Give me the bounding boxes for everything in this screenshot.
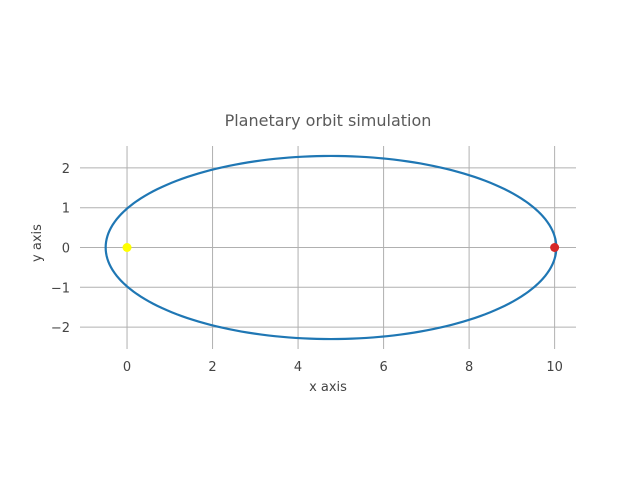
y-tick-label: 2 bbox=[62, 162, 70, 177]
x-tick-label: 8 bbox=[465, 360, 473, 375]
x-axis-label: x axis bbox=[309, 380, 347, 395]
y-ticks: −2 −1 0 1 2 bbox=[51, 162, 70, 336]
x-tick-label: 4 bbox=[294, 360, 302, 375]
x-tick-label: 10 bbox=[546, 360, 563, 375]
y-tick-label: 0 bbox=[62, 242, 70, 257]
x-tick-label: 6 bbox=[379, 360, 387, 375]
y-tick-label: 1 bbox=[62, 202, 70, 217]
x-ticks: 0 2 4 6 8 10 bbox=[123, 360, 563, 375]
x-tick-label: 0 bbox=[123, 360, 131, 375]
x-tick-label: 2 bbox=[208, 360, 216, 375]
orbit-ellipse bbox=[104, 154, 558, 341]
body-markers bbox=[122, 243, 560, 252]
chart-title: Planetary orbit simulation bbox=[225, 111, 432, 130]
planet-marker bbox=[550, 243, 560, 252]
grid-lines bbox=[80, 146, 576, 349]
sun-marker bbox=[122, 243, 132, 252]
y-axis-label: y axis bbox=[30, 224, 45, 262]
y-tick-label: −1 bbox=[51, 281, 70, 296]
y-tick-label: −2 bbox=[51, 321, 70, 336]
